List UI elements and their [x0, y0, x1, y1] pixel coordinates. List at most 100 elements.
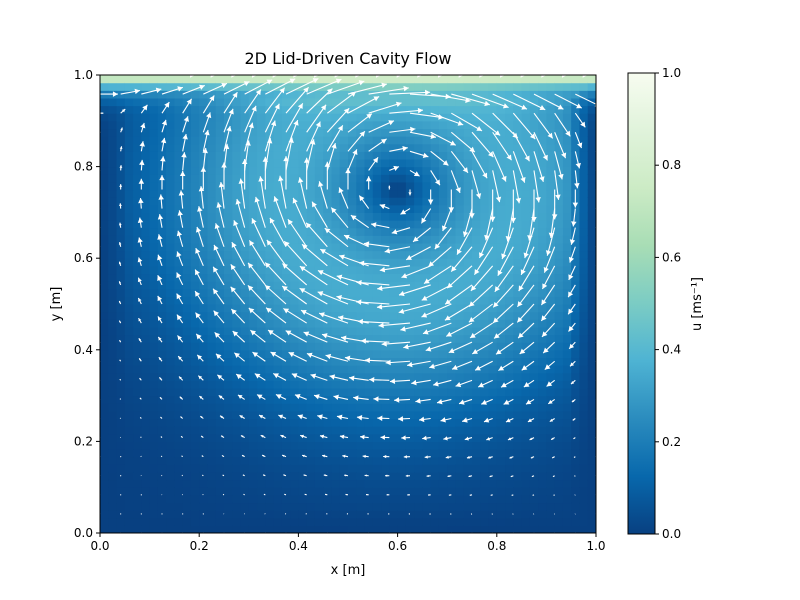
heatmap-cell	[480, 372, 490, 381]
heatmap-cell	[513, 265, 523, 275]
heatmap-cell	[488, 372, 498, 381]
heatmap-cell	[166, 75, 175, 84]
velocity-vector	[407, 494, 411, 496]
heatmap-cell	[430, 128, 440, 137]
heatmap-cell	[116, 166, 126, 175]
heatmap-cell	[488, 273, 498, 282]
heatmap-cell	[166, 326, 175, 336]
heatmap-cell	[224, 258, 233, 267]
heatmap-cell	[240, 120, 250, 130]
velocity-vector	[411, 379, 431, 386]
velocity-vector	[137, 297, 142, 305]
heatmap-cell	[562, 326, 572, 336]
heatmap-cell	[430, 197, 440, 206]
heatmap-cell	[496, 510, 506, 519]
velocity-vector	[444, 284, 473, 305]
heatmap-cell	[281, 471, 291, 481]
heatmap-cell	[372, 273, 382, 282]
heatmap-cell	[372, 296, 382, 305]
velocity-vector	[368, 157, 379, 171]
heatmap-cell	[290, 471, 299, 481]
heatmap-cell	[290, 136, 299, 145]
heatmap-cell	[480, 158, 490, 168]
heatmap-cell	[323, 304, 333, 313]
heatmap-cell	[397, 105, 407, 114]
heatmap-cell	[116, 242, 126, 252]
heatmap-cell	[405, 319, 415, 328]
heatmap-cell	[381, 151, 390, 160]
heatmap-cell	[190, 304, 200, 313]
heatmap-cell	[100, 220, 109, 229]
heatmap-cell	[538, 464, 547, 473]
heatmap-cell	[257, 403, 266, 412]
heatmap-cell	[472, 75, 481, 84]
heatmap-cell	[314, 502, 324, 511]
heatmap-cell	[149, 349, 159, 359]
heatmap-cell	[513, 296, 523, 305]
heatmap-cell	[513, 403, 523, 412]
heatmap-cell	[174, 220, 184, 229]
heatmap-cell	[472, 319, 481, 328]
heatmap-cell	[306, 181, 316, 191]
heatmap-cell	[182, 418, 192, 427]
heatmap-cell	[546, 357, 556, 366]
heatmap-cell	[538, 235, 547, 244]
heatmap-cell	[298, 113, 308, 122]
heatmap-cell	[314, 433, 324, 442]
velocity-vector	[318, 181, 328, 209]
heatmap-cell	[116, 281, 126, 290]
heatmap-cell	[174, 212, 184, 221]
heatmap-cell	[232, 456, 242, 465]
heatmap-cell	[348, 75, 357, 84]
heatmap-cell	[248, 372, 258, 381]
heatmap-cell	[505, 204, 514, 213]
heatmap-cell	[108, 395, 118, 404]
velocity-vector	[554, 170, 561, 200]
heatmap-cell	[348, 265, 357, 275]
heatmap-cell	[472, 311, 481, 320]
heatmap-cell	[224, 479, 233, 488]
heatmap-cell	[100, 151, 109, 160]
heatmap-cell	[215, 311, 225, 320]
heatmap-cell	[182, 166, 192, 175]
heatmap-cell	[232, 418, 242, 427]
heatmap-cell	[281, 97, 291, 107]
heatmap-cell	[546, 288, 556, 297]
heatmap-cell	[496, 128, 506, 137]
heatmap-cell	[298, 525, 308, 533]
heatmap-cell	[364, 471, 374, 481]
heatmap-cell	[455, 479, 465, 488]
heatmap-cell	[381, 349, 390, 359]
velocity-vector	[138, 197, 144, 209]
heatmap-cell	[513, 128, 523, 137]
heatmap-cell	[314, 387, 324, 397]
heatmap-cell	[257, 82, 266, 91]
heatmap-cell	[397, 151, 407, 160]
velocity-vector	[430, 150, 449, 166]
velocity-vector	[266, 239, 287, 267]
heatmap-cell	[306, 166, 316, 175]
heatmap-cell	[397, 197, 407, 206]
heatmap-cell	[133, 250, 142, 259]
heatmap-cell	[447, 158, 457, 168]
heatmap-cell	[529, 174, 539, 183]
heatmap-cell	[538, 410, 547, 420]
heatmap-cell	[190, 220, 200, 229]
heatmap-cell	[141, 212, 151, 221]
heatmap-cell	[298, 464, 308, 473]
heatmap-cell	[405, 502, 415, 511]
heatmap-cell	[108, 410, 118, 420]
heatmap-cell	[472, 197, 481, 206]
heatmap-cell	[207, 166, 217, 175]
heatmap-cell	[190, 372, 200, 381]
heatmap-cell	[314, 273, 324, 282]
heatmap-cell	[281, 380, 291, 389]
heatmap-cell	[372, 158, 382, 168]
heatmap-cell	[174, 410, 184, 420]
heatmap-cell	[224, 456, 233, 465]
heatmap-cell	[348, 288, 357, 297]
heatmap-cell	[157, 75, 167, 84]
heatmap-cell	[133, 311, 142, 320]
heatmap-cell	[100, 479, 109, 488]
velocity-vector	[195, 312, 204, 324]
